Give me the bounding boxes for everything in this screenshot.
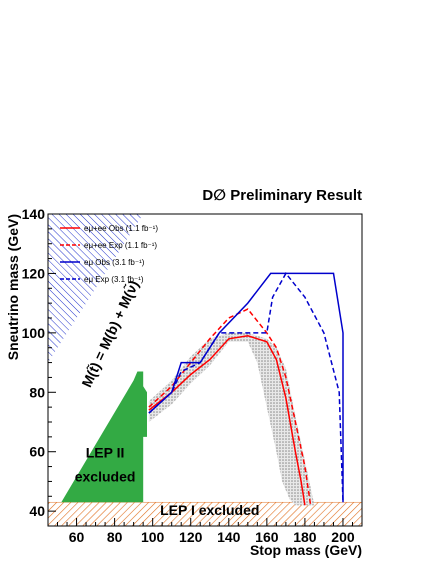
x-tick-label: 60	[69, 529, 85, 545]
y-tick-label: 60	[29, 444, 45, 460]
x-tick-label: 100	[141, 529, 165, 545]
series-line-1	[148, 335, 306, 506]
plot-frame	[47, 213, 363, 527]
y-tick-label: 40	[29, 503, 45, 519]
y-axis-title: Sneutrino mass (GeV)	[5, 214, 21, 360]
series-line-4	[148, 272, 344, 503]
y-tick-label: 80	[29, 384, 45, 400]
x-tick-label: 120	[179, 529, 203, 545]
lep2-label-line2: excluded	[75, 468, 136, 484]
series-line-2	[148, 308, 312, 506]
expected-uncertainty-band	[148, 332, 315, 506]
legend-label-1: eμ+ee Obs (1.1 fb⁻¹)	[84, 224, 158, 233]
legend-label-3: eμ Obs (3.1 fb⁻¹)	[84, 258, 145, 267]
axis-ticks: 60 80 100 120 140 160 180 200 40 60 80 100 120 140	[22, 206, 363, 545]
x-tick-label: 180	[293, 529, 317, 545]
series-lines	[148, 272, 344, 506]
y-tick-label: 100	[22, 325, 46, 341]
y-tick-label: 140	[22, 206, 46, 222]
kinematic-excluded-region	[48, 214, 144, 512]
x-tick-label: 80	[107, 529, 123, 545]
x-axis-title: Stop mass (GeV)	[250, 542, 362, 558]
x-tick-label: 160	[255, 529, 279, 545]
x-tick-label: 140	[217, 529, 241, 545]
legend-label-4: eμ Exp (3.1 fb⁻¹)	[84, 275, 144, 284]
legend: eμ+ee Obs (1.1 fb⁻¹) eμ+ee Exp (1.1 fb⁻¹)…	[60, 224, 158, 284]
lep2-label-line1: LEP II	[86, 445, 125, 461]
lep2-excluded-region	[61, 371, 147, 503]
chart-title: D∅ Preliminary Result	[202, 187, 362, 204]
legend-label-2: eμ+ee Exp (1.1 fb⁻¹)	[84, 241, 157, 250]
lep1-label: LEP I excluded	[160, 502, 259, 518]
x-tick-label: 200	[331, 529, 355, 545]
series-line-3	[148, 272, 344, 503]
y-tick-label: 120	[22, 265, 46, 281]
